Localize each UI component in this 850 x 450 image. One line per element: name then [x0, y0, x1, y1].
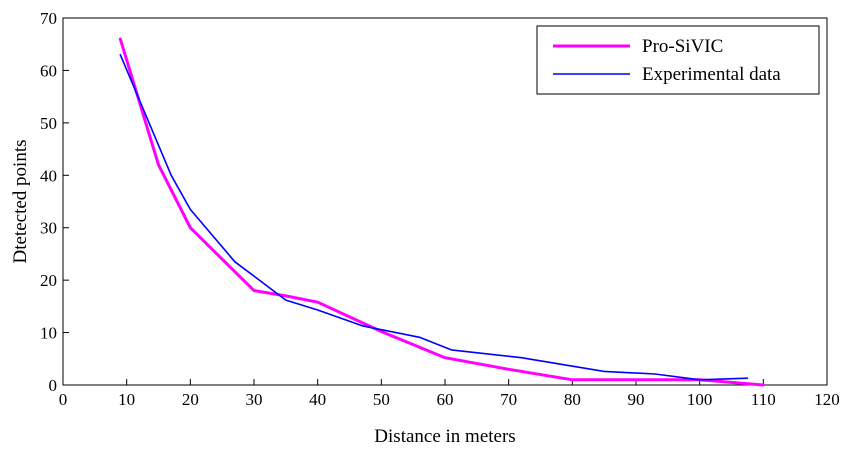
x-tick-label: 20 — [182, 390, 199, 409]
x-tick-label: 90 — [628, 390, 645, 409]
y-tick-label: 0 — [49, 376, 58, 395]
x-tick-label: 0 — [59, 390, 68, 409]
y-tick-label: 10 — [40, 324, 57, 343]
x-tick-label: 80 — [564, 390, 581, 409]
y-axis: 0 10 20 30 40 50 60 70 — [40, 9, 69, 395]
y-axis-title: Dtetected points — [10, 140, 31, 264]
x-axis-title: Distance in meters — [374, 426, 515, 447]
series-layer — [118, 37, 765, 387]
series-line-pro-sivic — [118, 37, 765, 387]
y-tick-label: 70 — [40, 9, 57, 28]
legend-box — [536, 25, 820, 95]
x-tick-label: 70 — [500, 390, 517, 409]
x-tick-label: 40 — [309, 390, 326, 409]
legend-label-pro-sivic: Pro-SiVIC — [642, 36, 723, 57]
y-tick-label: 50 — [40, 114, 57, 133]
y-tick-label: 30 — [40, 219, 57, 238]
series-line-experimental-data — [119, 53, 749, 381]
y-tick-label: 60 — [40, 61, 57, 80]
x-axis: 0 10 20 30 40 50 60 70 80 90 100 110 120 — [59, 379, 840, 409]
x-tick-label: 100 — [687, 390, 713, 409]
x-tick-label: 10 — [118, 390, 135, 409]
legend: Pro-SiVIC Experimental data — [536, 25, 820, 95]
y-tick-label: 20 — [40, 271, 57, 290]
y-tick-label: 40 — [40, 166, 57, 185]
x-tick-label: 50 — [373, 390, 390, 409]
x-tick-label: 60 — [437, 390, 454, 409]
x-tick-label: 120 — [814, 390, 840, 409]
x-tick-label: 110 — [751, 390, 776, 409]
x-tick-label: 30 — [246, 390, 263, 409]
legend-label-experimental-data: Experimental data — [642, 64, 781, 85]
